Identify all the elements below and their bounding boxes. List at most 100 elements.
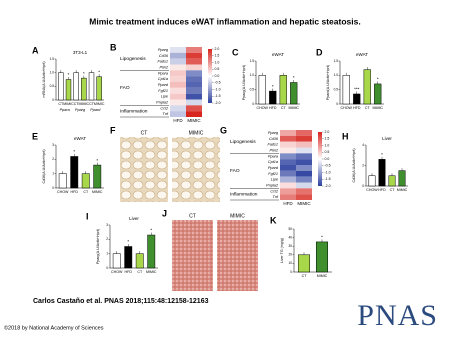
y-tick-label: 0.5	[50, 84, 55, 88]
colorbar-tick-label: -2.0	[325, 184, 331, 188]
gene-label: Ppara	[158, 71, 168, 75]
bar	[147, 234, 156, 269]
x-tick-label: CHOW	[111, 270, 123, 274]
panel-label: K	[270, 215, 277, 225]
heatmap-cell	[186, 52, 202, 59]
heatmap-cell	[170, 58, 186, 65]
y-tick-label: 50	[288, 227, 292, 231]
gene-label: Tnf	[273, 195, 279, 199]
heatmap-cell	[186, 64, 202, 71]
heatmap-cell	[186, 105, 202, 112]
colorbar-tick-label: 1.5	[215, 54, 220, 58]
panel-label: E	[32, 131, 38, 141]
y-tick-label: 1.0	[50, 71, 55, 75]
x-tick-label: CT	[58, 102, 64, 106]
colorbar-tick-label: -1.0	[325, 170, 331, 174]
column-label: MIMIC	[297, 201, 311, 206]
significance-mark: *	[83, 71, 85, 76]
heatmap-cell	[280, 147, 296, 154]
bar	[112, 253, 121, 269]
histology-image	[172, 220, 213, 291]
heatmap-cell	[170, 105, 186, 112]
x-tick-label: CT	[137, 270, 143, 274]
x-tick-label: HFD	[269, 106, 277, 110]
y-tick-label: 30	[288, 244, 292, 248]
colorbar-tick-label: 1.0	[325, 143, 330, 147]
heatmap-cell	[296, 153, 312, 160]
x-tick-label: MIMIC	[397, 188, 408, 192]
gene-label: Ccl2	[270, 189, 278, 193]
heatmap-cell	[170, 70, 186, 77]
histology-image	[120, 137, 168, 202]
group-label: Ppard	[90, 108, 101, 112]
colorbar-tick-label: -2.0	[215, 101, 221, 105]
bar	[363, 69, 371, 105]
x-tick-label: CHOW	[366, 188, 378, 192]
group-label: Inflammation	[120, 108, 148, 114]
x-tick-label: HFD	[125, 270, 133, 274]
panel-subtitle: eWAT	[272, 52, 284, 57]
x-tick-label: CT	[365, 106, 371, 110]
column-label: HFD	[283, 201, 293, 206]
panel-label: I	[86, 211, 89, 221]
gene-label: Fads1	[267, 143, 278, 147]
gene-label: Cd36	[159, 54, 169, 58]
gene-label: Cpt1a	[268, 160, 278, 164]
panel-label: A	[32, 45, 39, 55]
x-tick-label: MIMIC	[317, 274, 328, 278]
colorbar-tick-label: 2.0	[215, 47, 220, 51]
heatmap-cell	[186, 70, 202, 77]
heatmap-cell	[296, 170, 312, 177]
panel-label: C	[232, 47, 239, 57]
panel-subtitle: eWAT	[356, 52, 368, 57]
y-tick-label: 1.0	[250, 73, 255, 77]
group-label: Lipogenesis	[230, 139, 256, 145]
bar	[135, 253, 144, 269]
significance-mark: *	[293, 75, 295, 80]
bar	[65, 79, 72, 101]
panel-subtitle: Liver	[129, 216, 139, 221]
x-tick-label: CT	[89, 102, 95, 106]
x-tick-label: CT	[281, 106, 287, 110]
x-tick-label: CHOW	[257, 106, 269, 110]
heatmap-cell	[280, 159, 296, 165]
heatmap-cell	[280, 170, 296, 177]
colorbar-tick-label: 0.0	[215, 74, 220, 78]
heatmap-cell	[280, 188, 296, 195]
x-tick-label: CT	[302, 274, 308, 278]
panel-subtitle: eWAT	[74, 136, 86, 141]
y-tick-label: 3	[106, 223, 108, 227]
x-tick-label: MIMIC	[92, 190, 103, 194]
heatmap-cell	[186, 58, 202, 65]
citation: Carlos Castaño et al. PNAS 2018;115:48:1…	[33, 298, 209, 305]
y-tick-label: 2	[52, 157, 54, 161]
x-tick-label: CT	[83, 190, 89, 194]
image-caption: CT	[189, 213, 196, 219]
copyright: ©2018 by National Academy of Sciences	[4, 324, 104, 331]
image-caption: CT	[141, 130, 148, 136]
heatmap-cell	[280, 176, 296, 183]
heatmap-cell	[170, 47, 186, 53]
colorbar-tick-label: 2.0	[325, 130, 330, 134]
heatmap-cell	[186, 111, 202, 117]
gene-label: Pnpla2	[266, 183, 279, 187]
heatmap-cell	[280, 141, 296, 148]
heatmap-cell	[170, 99, 186, 106]
colorbar-tick-label: -1.5	[325, 177, 331, 181]
y-tick-label: 3	[52, 143, 54, 147]
heatmap-cell	[280, 194, 296, 200]
column-label: HFD	[173, 118, 183, 123]
y-tick-label: 20	[288, 253, 292, 257]
bar	[368, 175, 376, 187]
bar	[96, 76, 102, 101]
panel-subtitle: Liver	[382, 136, 392, 141]
y-tick-label: 0	[252, 102, 254, 106]
heatmap-cell	[280, 182, 296, 189]
y-tick-label: 0	[52, 98, 54, 102]
histology-image	[172, 137, 220, 202]
heatmap-cell	[296, 130, 312, 136]
panel-subtitle: 3T3-L1	[73, 50, 88, 55]
gene-label: Ppara	[268, 154, 278, 158]
heatmap-cell	[170, 64, 186, 71]
x-tick-label: MIMIC	[288, 106, 299, 110]
